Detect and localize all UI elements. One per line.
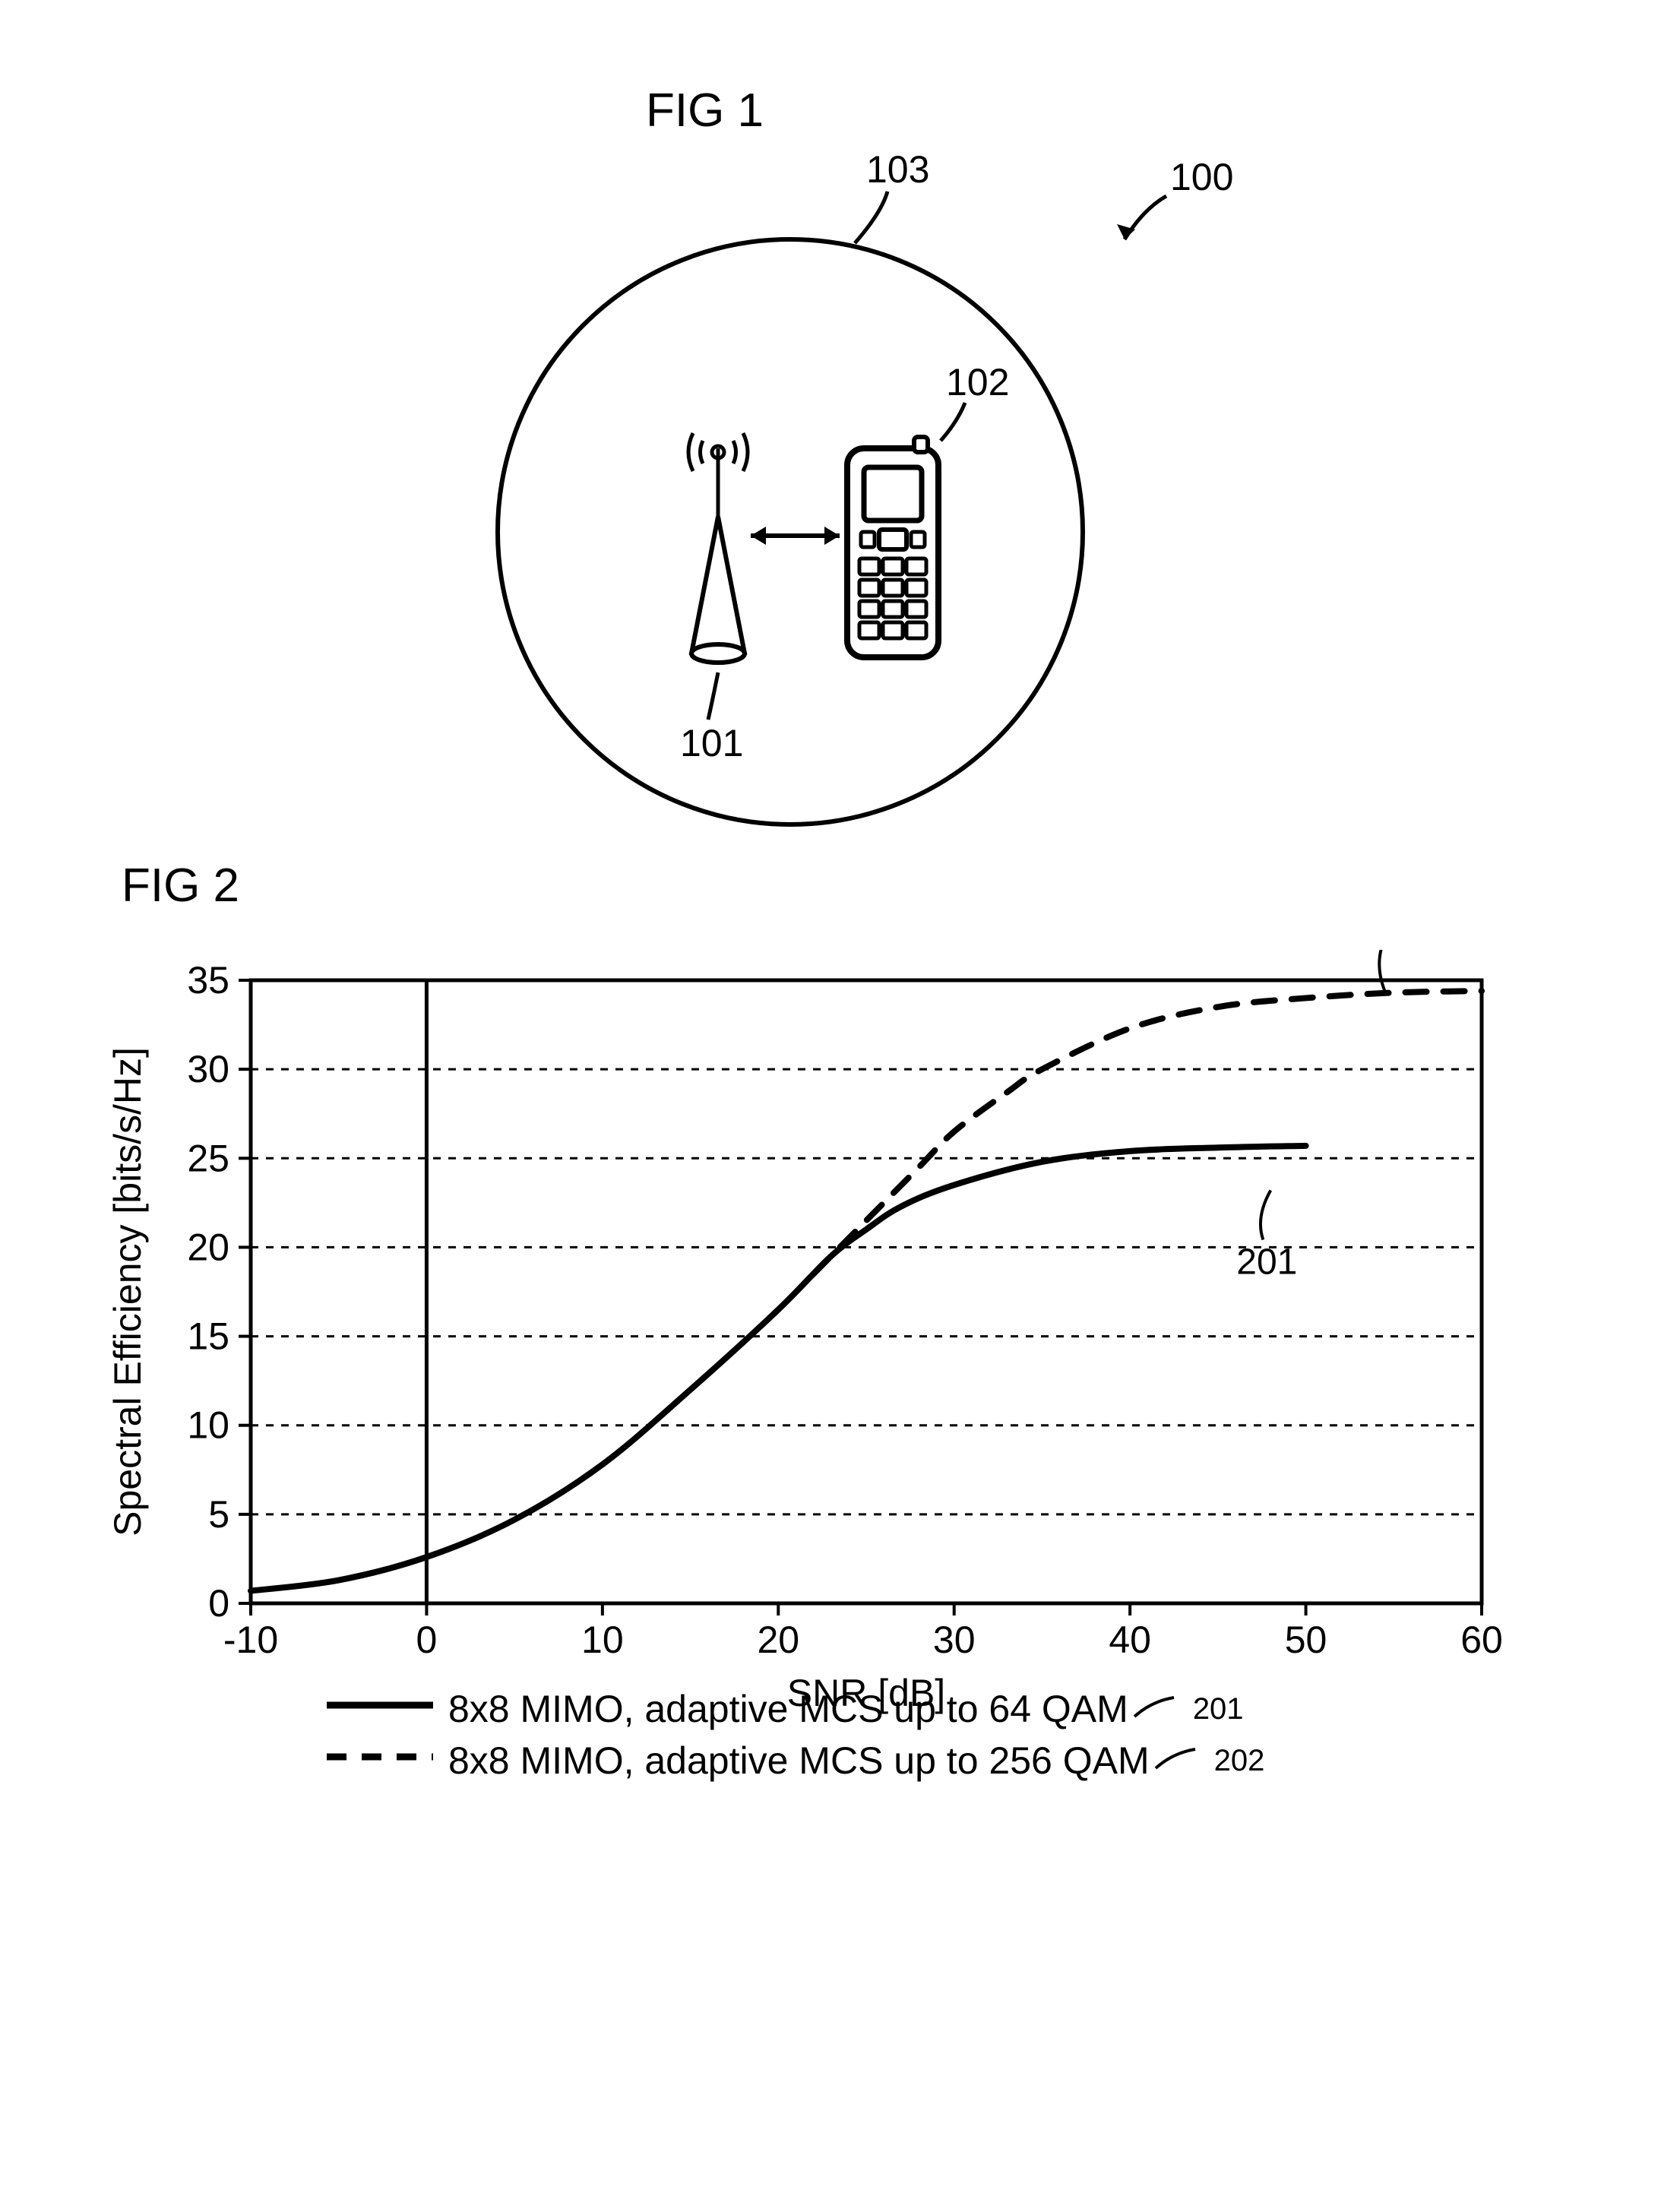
label-101: 101 (680, 722, 743, 764)
figure-1: FIG 1 100 103 (76, 61, 1604, 783)
x-tick-label: 20 (757, 1619, 799, 1661)
legend-swatch-solid (327, 1690, 433, 1728)
y-tick-label: 35 (187, 959, 229, 1002)
x-tick-label: 60 (1460, 1619, 1503, 1661)
callout-202: 202 (1352, 950, 1413, 995)
y-tick-label: 30 (187, 1048, 229, 1090)
x-tick-label: 40 (1109, 1619, 1151, 1661)
x-tick-label: -10 (223, 1619, 278, 1661)
callout-201: 201 (1236, 1190, 1297, 1282)
label-103: 103 (866, 148, 929, 191)
legend-callout-202: 202 (1214, 1744, 1265, 1778)
x-tick-label: 50 (1285, 1619, 1327, 1661)
link-arrow-icon (751, 527, 840, 545)
y-axis-label: Spectral Efficiency [bits/s/Hz] (106, 1047, 149, 1536)
callout-103: 103 (855, 148, 929, 243)
label-100: 100 (1170, 156, 1233, 198)
x-tick-label: 10 (581, 1619, 624, 1661)
chart-area: -10010203040506005101520253035SNR [dB]Sp… (76, 950, 1558, 1748)
x-tick-label: 0 (416, 1619, 438, 1661)
y-tick-label: 25 (187, 1137, 229, 1179)
cell-boundary-circle (498, 239, 1083, 824)
mobile-phone-icon (847, 437, 938, 657)
callout-101: 101 (680, 672, 743, 764)
base-station-icon (688, 433, 748, 663)
spectral-efficiency-chart: -10010203040506005101520253035SNR [dB]Sp… (76, 950, 1558, 1748)
legend-text-202: 8x8 MIMO, adaptive MCS up to 256 QAM (448, 1739, 1150, 1783)
fig2-title: FIG 2 (122, 859, 239, 913)
legend-text-201: 8x8 MIMO, adaptive MCS up to 64 QAM (448, 1687, 1128, 1731)
legend-row-201: 8x8 MIMO, adaptive MCS up to 64 QAM 201 (327, 1687, 1264, 1731)
page-root: FIG 1 100 103 (76, 61, 1604, 2121)
y-tick-label: 0 (208, 1582, 229, 1625)
x-tick-label: 30 (933, 1619, 976, 1661)
legend-callout-curve-201 (1128, 1690, 1182, 1728)
y-tick-label: 20 (187, 1226, 229, 1268)
legend-row-202: 8x8 MIMO, adaptive MCS up to 256 QAM 202 (327, 1739, 1264, 1783)
y-tick-label: 10 (187, 1404, 229, 1447)
fig1-title: FIG 1 (646, 84, 764, 138)
series-202 (814, 991, 1482, 1274)
chart-legend: 8x8 MIMO, adaptive MCS up to 64 QAM 201 … (327, 1687, 1264, 1790)
callout-label-201: 201 (1236, 1242, 1297, 1282)
legend-callout-201: 201 (1193, 1692, 1244, 1726)
y-tick-label: 15 (187, 1315, 229, 1358)
plot-border (251, 980, 1482, 1603)
fig1-diagram: 100 103 (418, 137, 1254, 851)
callout-100: 100 (1117, 156, 1233, 239)
legend-swatch-dashed (327, 1742, 433, 1780)
series-201 (251, 1146, 1306, 1591)
callout-102: 102 (941, 361, 1009, 441)
label-102: 102 (946, 361, 1009, 403)
legend-callout-curve-202 (1150, 1742, 1203, 1780)
y-tick-label: 5 (208, 1493, 229, 1536)
